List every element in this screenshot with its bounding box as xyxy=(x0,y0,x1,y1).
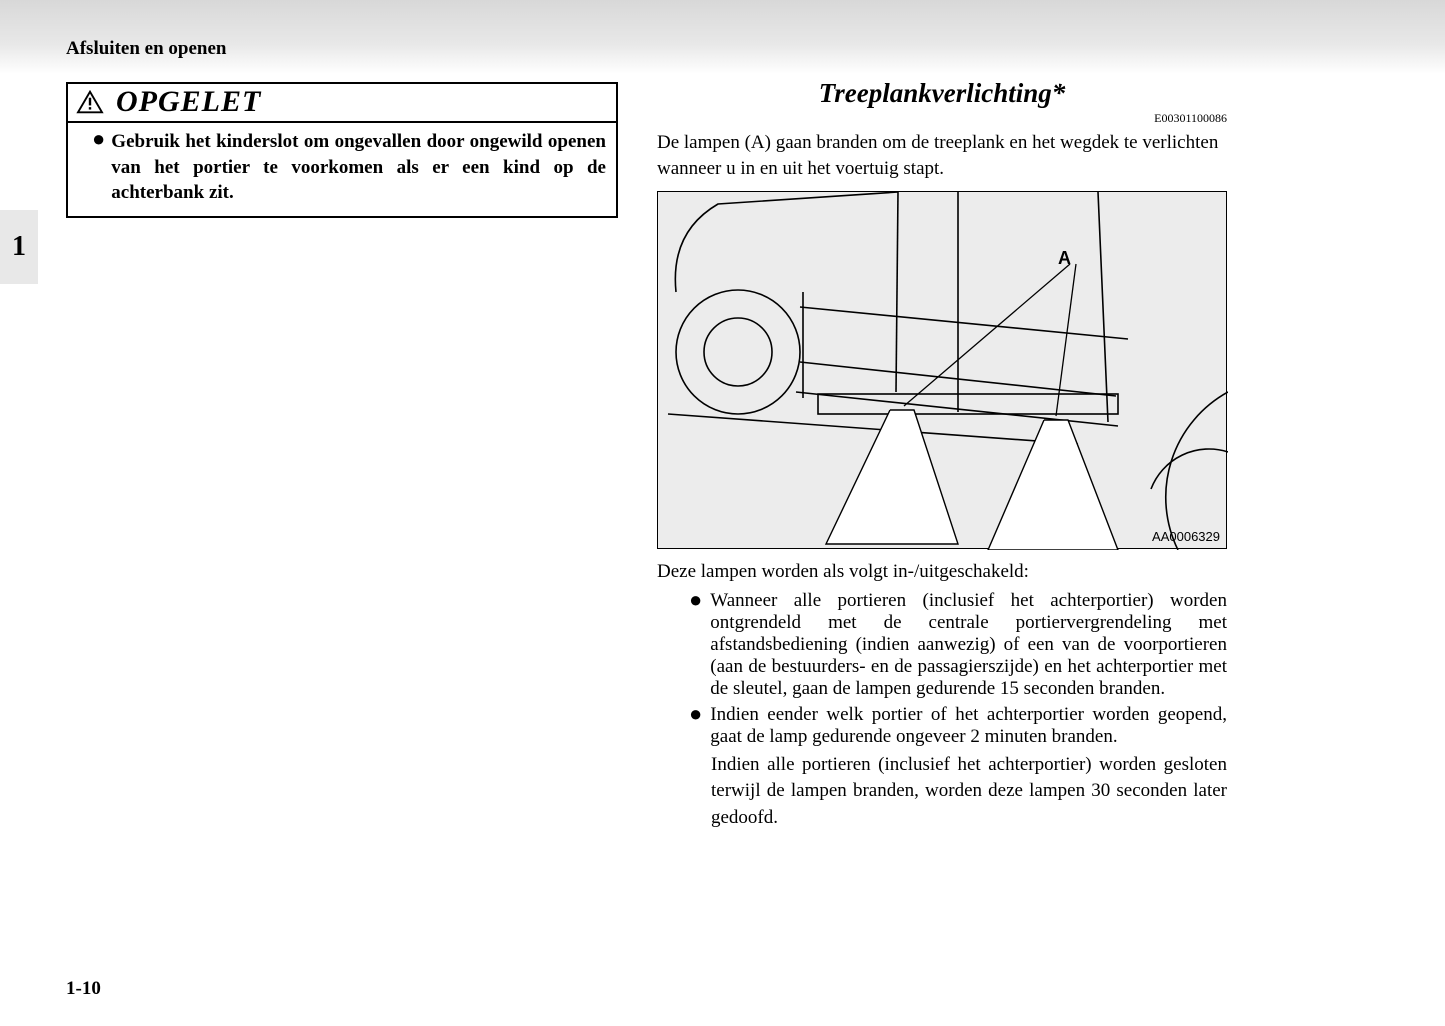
figure-label-a: A xyxy=(1058,248,1071,269)
caution-text: Gebruik het kinderslot om ongevallen doo… xyxy=(111,129,606,206)
caution-body: ● Gebruik het kinderslot om ongevallen d… xyxy=(68,123,616,216)
vehicle-diagram-icon xyxy=(658,192,1228,550)
after-figure-text: Deze lampen worden als volgt in-/uitgesc… xyxy=(657,559,1227,586)
figure-treeplank: A AA0006329 xyxy=(657,191,1227,549)
bullet-text: Indien eender welk portier of het achter… xyxy=(710,704,1227,748)
bullet-text: Wanneer alle portieren (inclusief het ac… xyxy=(710,590,1227,700)
bullet-dot-icon: ● xyxy=(689,590,702,700)
warning-triangle-icon xyxy=(76,90,104,114)
header-gradient xyxy=(0,0,1445,74)
list-item: ● Indien eender welk portier of het acht… xyxy=(689,704,1227,748)
chapter-header: Afsluiten en openen xyxy=(66,38,226,60)
bullet-dot-icon: ● xyxy=(92,129,105,206)
continuation-text: Indien alle portieren (inclusief het ach… xyxy=(657,752,1227,832)
continuation-inner: Indien alle portieren (inclusief het ach… xyxy=(689,752,1227,832)
chapter-tab-number: 1 xyxy=(12,231,26,263)
reference-code: E00301100086 xyxy=(657,111,1227,126)
bullet-dot-icon: ● xyxy=(689,704,702,748)
left-column: OPGELET ● Gebruik het kinderslot om onge… xyxy=(66,82,618,218)
bullet-list: ● Wanneer alle portieren (inclusief het … xyxy=(657,590,1227,748)
caution-box: OPGELET ● Gebruik het kinderslot om onge… xyxy=(66,82,618,218)
caution-title: OPGELET xyxy=(116,85,261,119)
right-column: Treeplankverlichting* E00301100086 De la… xyxy=(657,78,1227,832)
caution-header: OPGELET xyxy=(68,84,616,123)
figure-code: AA0006329 xyxy=(1152,529,1220,544)
section-intro: De lampen (A) gaan branden om de treepla… xyxy=(657,130,1227,181)
page-number: 1-10 xyxy=(66,978,101,1000)
list-item: ● Wanneer alle portieren (inclusief het … xyxy=(689,590,1227,700)
chapter-tab: 1 xyxy=(0,210,38,284)
section-title: Treeplankverlichting* xyxy=(657,78,1227,109)
